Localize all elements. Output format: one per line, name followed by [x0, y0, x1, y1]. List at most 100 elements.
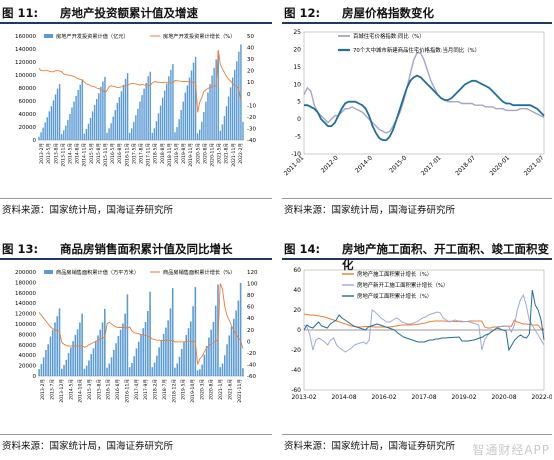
y-tick-label-right: 0 [247, 339, 251, 345]
x-tick-label: 2018-12月 [171, 379, 177, 403]
y-tick-label: -60 [291, 387, 301, 394]
chart-real-estate-investment: 0 20000 40000 60000 80000 100000 120000 140000 1… [15, 32, 256, 167]
y-tick-label-left: 0 [33, 138, 37, 144]
bar [153, 362, 156, 376]
x-tick-label: 2013-2月 [40, 379, 46, 400]
bar [192, 62, 195, 140]
bar [147, 76, 149, 140]
legend-label: 70个大中城市新建商品住宅价格指数:当月同比（%） [353, 46, 480, 54]
bar [117, 335, 120, 376]
panel-fig11: 图 11: 房地产投资额累计值及增速 0 20000 40000 60000 80000… [0, 2, 272, 220]
bar [42, 357, 45, 376]
bar [45, 350, 47, 376]
y-tick-label-right: -60 [247, 374, 256, 380]
bar [225, 106, 228, 140]
y-tick-label-left: 80000 [19, 86, 37, 92]
x-tick-label: 2016-11月 [124, 379, 130, 403]
y-tick-label-left: 180000 [15, 280, 36, 286]
bar [63, 130, 65, 140]
bar [174, 367, 176, 376]
bar [81, 313, 83, 376]
bar [103, 308, 106, 376]
x-tick-label: 2017-5月 [131, 143, 137, 164]
bar [188, 77, 191, 140]
x-tick-label: 2018-11月 [167, 143, 173, 167]
bar [242, 121, 244, 140]
bar [126, 294, 129, 376]
bar [108, 363, 111, 376]
x-tick-label: 2018-5月 [153, 143, 159, 164]
y-tick-label: 15 [293, 64, 301, 71]
bar [102, 81, 104, 140]
bar [115, 343, 117, 376]
bar [190, 321, 192, 376]
y-tick-label: 20 [293, 46, 301, 53]
bar [124, 313, 126, 376]
x-tick-label: 2013-8月 [53, 143, 59, 164]
x-tick-label: 2017-8月 [139, 143, 145, 164]
bar [100, 86, 102, 140]
bar [210, 329, 212, 376]
bar [168, 76, 170, 140]
bar [67, 353, 70, 376]
bar [128, 132, 131, 140]
y-tick-label-right: 0 [247, 92, 251, 98]
bar [180, 348, 183, 376]
bar [40, 364, 43, 376]
bar [93, 104, 96, 140]
chart-construction-area-growth: -60 -40 -20 0 20 40 60 2013-02 2014-08 2016-02 201… [291, 267, 552, 401]
x-tick-label: 2019-10月 [190, 379, 196, 403]
bar [133, 356, 136, 376]
x-tick-label: 2013-5月 [46, 143, 52, 164]
bar [88, 360, 90, 376]
bar [182, 101, 184, 140]
legend-label-bar: 房地产开发投资累计值（亿元） [56, 32, 129, 40]
x-tick-label: 2015-5月 [89, 143, 95, 164]
bar [38, 136, 40, 140]
bar [170, 69, 172, 140]
y-tick-label-left: 20000 [19, 125, 37, 131]
bar [99, 329, 102, 376]
bar [144, 321, 147, 376]
x-tick-label: 2013-12月 [59, 379, 65, 403]
bar [149, 71, 151, 140]
bar [156, 355, 158, 376]
bar [71, 107, 73, 140]
x-tick-label: 2020-08 [491, 394, 516, 401]
bar [228, 335, 231, 376]
bar [112, 116, 114, 140]
source-divider [282, 434, 552, 435]
bar [95, 99, 98, 140]
bar [151, 132, 154, 140]
legend-label: 百城住宅价格指数:同比（%） [353, 32, 425, 40]
x-tick-label: 2013-7月 [50, 379, 56, 400]
bar [219, 130, 222, 140]
y-tick-label: 10 [293, 81, 301, 88]
x-tick-label: 2013-11月 [60, 143, 66, 167]
x-tick-label: 2016-8月 [117, 143, 123, 164]
bar [126, 73, 129, 140]
bar [141, 95, 143, 140]
x-tick-label: 2017-9月 [143, 379, 149, 400]
bar [70, 347, 72, 376]
bar [205, 101, 207, 140]
bar [196, 133, 199, 140]
y-tick-label-right: 30 [247, 57, 254, 63]
x-tick-label: 2021-11月 [237, 379, 243, 403]
y-tick-label: 0 [297, 116, 301, 123]
bar [187, 328, 190, 376]
bar [213, 67, 215, 140]
bar [116, 102, 119, 140]
x-tick-label: 2022-2月 [238, 143, 244, 164]
y-tick-label-right: 60 [247, 305, 254, 311]
x-tick-label: 2020-5月 [195, 143, 201, 164]
x-tick-label: 2021-1月 [218, 379, 224, 400]
y-tick-label-right: 40 [247, 46, 254, 52]
bar [223, 115, 226, 140]
bar [230, 326, 233, 376]
figure-number: 图 12: [284, 6, 321, 20]
bar [98, 93, 100, 140]
bar [118, 97, 121, 140]
bar [60, 368, 63, 376]
figure-title: 房地产施工面积、开工面积、竣工面积变化 [342, 242, 549, 272]
